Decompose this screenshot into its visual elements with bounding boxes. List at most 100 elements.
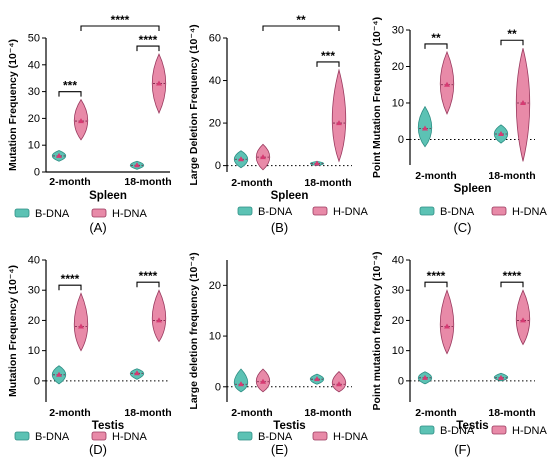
panel-c: 0 10 20 30 Point Mutation Frequency (10⁻⁴) 2-… [371, 17, 547, 235]
y-tick-label: 50 [28, 33, 40, 45]
legend-label-h-dna: H-DNA [333, 206, 368, 218]
legend-swatch-h-dna [91, 431, 107, 441]
significance-bracket [80, 25, 160, 31]
significance-bracket [58, 284, 82, 291]
y-tick-label: 30 [28, 285, 40, 297]
data-point-marker [520, 99, 526, 105]
data-point-marker [422, 125, 428, 131]
significance-label: **** [61, 272, 80, 286]
x-tick-label: 2-month [415, 170, 456, 182]
legend-label-b-dna: B-DNA [35, 431, 70, 443]
significance-bracket [58, 91, 82, 97]
significance-label: *** [63, 79, 77, 93]
y-tick-label: 20 [209, 280, 221, 292]
y-tick-label: 20 [28, 113, 40, 125]
data-point-marker [314, 376, 320, 382]
significance-bracket [424, 281, 448, 288]
violin-h-dna [331, 68, 347, 163]
legend-label-h-dna: H-DNA [512, 425, 547, 437]
y-tick-label: 40 [392, 255, 404, 267]
legend-label-h-dna: H-DNA [112, 208, 147, 220]
violin-h-dna [439, 289, 455, 355]
panel-a: 0 10 20 30 40 50 Mutation Frequency (10⁻⁴) 2-mo… [7, 13, 172, 235]
data-point-marker [78, 118, 84, 124]
y-tick-label: 0 [398, 375, 404, 387]
legend-swatch-h-dna [312, 431, 328, 441]
panel-b: 0 20 40 60 Large Deletion Frequency (10⁻⁴) 2-… [188, 13, 368, 235]
significance-bracket [316, 61, 340, 67]
x-tick-label: 18-month [124, 407, 171, 419]
legend-swatch-b-dna [237, 431, 253, 441]
y-tick-label: 10 [28, 345, 40, 357]
violin-h-dna [73, 292, 89, 352]
significance-label: **** [139, 33, 158, 47]
significance-label: **** [503, 269, 522, 283]
y-axis-label: Mutation Frequency (10⁻⁴) [7, 265, 19, 397]
legend-label-h-dna: H-DNA [512, 206, 547, 218]
data-point-marker [78, 323, 84, 329]
legend-label-b-dna: B-DNA [258, 431, 293, 443]
significance-label: **** [427, 269, 446, 283]
y-tick-label: 20 [392, 61, 404, 73]
legend-swatch-h-dna [491, 206, 507, 216]
y-axis-label: Large deletion frequency (10⁻⁴) [188, 252, 200, 409]
y-tick-label: 40 [28, 255, 40, 267]
x-tick-label: 18-month [488, 170, 535, 182]
y-tick-label: 0 [215, 381, 221, 393]
data-point-marker [314, 160, 320, 166]
y-axis-label: Large Deletion Frequency (10⁻⁴) [188, 24, 200, 185]
data-point-marker [156, 317, 162, 323]
x-axis-label: Testis [273, 420, 305, 432]
legend-swatch-b-dna [419, 425, 435, 435]
data-point-marker [134, 370, 140, 376]
x-tick-label: 18-month [304, 177, 351, 189]
significance-bracket [424, 43, 448, 49]
significance-label: ** [431, 31, 441, 45]
x-tick-label: 2-month [49, 407, 90, 419]
data-point-marker [134, 162, 140, 168]
panel-e: 0 10 20 Large deletion frequency (10⁻⁴) 2-mo… [188, 252, 368, 457]
y-tick-label: 30 [28, 86, 40, 98]
y-tick-label: 20 [209, 118, 221, 130]
legend-label-b-dna: B-DNA [258, 206, 293, 218]
data-point-marker [520, 317, 526, 323]
y-tick-label: 30 [392, 25, 404, 37]
y-axis-label: Mutation Frequency (10⁻⁴) [7, 39, 19, 171]
panel-label: (C) [453, 220, 471, 235]
data-point-marker [444, 323, 450, 329]
panel-label: (A) [89, 220, 106, 235]
significance-bracket [262, 25, 340, 31]
panel-label: (E) [271, 442, 288, 457]
data-point-marker [156, 80, 162, 86]
x-tick-label: 18-month [488, 407, 535, 419]
y-tick-label: 0 [34, 167, 40, 179]
legend-label-b-dna: B-DNA [35, 208, 70, 220]
data-point-marker [260, 154, 266, 160]
x-axis-label: Spleen [454, 183, 492, 195]
y-tick-label: 40 [28, 59, 40, 71]
y-axis-label: Point mutation frequency (10⁻⁴) [371, 252, 383, 411]
significance-label: ** [296, 13, 306, 27]
data-point-marker [238, 156, 244, 162]
significance-label: ** [507, 27, 517, 41]
y-tick-label: 20 [28, 315, 40, 327]
legend-swatch-h-dna [91, 208, 107, 218]
x-tick-label: 2-month [49, 176, 90, 188]
violin-h-dna [151, 289, 167, 343]
data-point-marker [498, 374, 504, 380]
significance-label: *** [321, 49, 335, 63]
y-tick-label: 0 [34, 375, 40, 387]
panel-d: 0 10 20 30 40 Mutation Frequency (10⁻⁴) 2-mont… [7, 255, 172, 458]
data-point-marker [444, 81, 450, 87]
legend-swatch-b-dna [419, 206, 435, 216]
panel-label: (B) [271, 220, 288, 235]
legend-swatch-b-dna [14, 431, 30, 441]
y-tick-label: 30 [392, 285, 404, 297]
legend-label-b-dna: B-DNA [440, 206, 475, 218]
y-tick-label: 0 [215, 160, 221, 172]
panel-label: (F) [454, 442, 471, 457]
legend-label-b-dna: B-DNA [440, 425, 475, 437]
data-point-marker [56, 371, 62, 377]
panel-label: (D) [89, 442, 107, 457]
